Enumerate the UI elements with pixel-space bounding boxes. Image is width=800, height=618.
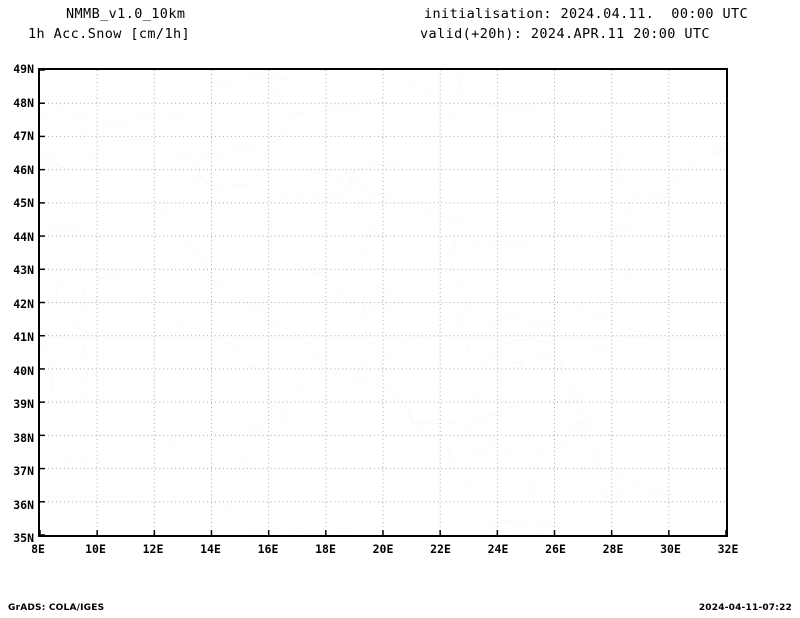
coastline-path bbox=[526, 485, 539, 490]
coastline-path bbox=[457, 316, 468, 353]
coastline-path bbox=[197, 153, 203, 178]
y-axis-tick-label: 46N bbox=[13, 162, 34, 177]
model-title: NMMB_v1.0_10km bbox=[66, 6, 186, 22]
y-axis-tick-label: 36N bbox=[13, 497, 34, 512]
coastline-path bbox=[167, 425, 257, 475]
y-axis-tick-label: 49N bbox=[13, 62, 34, 76]
y-axis-tick-label: 40N bbox=[13, 363, 34, 378]
coastline-path bbox=[46, 327, 89, 403]
coastline-path bbox=[200, 141, 271, 186]
coastline-path bbox=[572, 420, 585, 428]
x-axis-tick-label: 14E bbox=[200, 542, 221, 556]
coastline-path bbox=[342, 171, 372, 282]
coastline-path bbox=[40, 110, 100, 152]
coastline-path bbox=[263, 171, 354, 274]
coastline-map bbox=[40, 70, 726, 535]
coastline-path bbox=[180, 78, 294, 158]
y-axis-tick-label: 37N bbox=[13, 464, 34, 478]
coastline-path bbox=[536, 449, 542, 456]
y-axis-tick-label: 44N bbox=[13, 229, 34, 244]
x-axis-tick-label: 26E bbox=[545, 542, 566, 556]
x-axis-tick-label: 24E bbox=[487, 542, 509, 556]
coastline-path bbox=[466, 95, 659, 208]
coastline-path bbox=[540, 352, 551, 359]
field-title: 1h Acc.Snow [cm/1h] bbox=[28, 26, 191, 42]
map-plot-area bbox=[38, 68, 728, 537]
coastline-path bbox=[709, 150, 726, 163]
coastline-path bbox=[555, 442, 565, 449]
coastline-path bbox=[86, 70, 389, 123]
coastline-path bbox=[579, 467, 589, 474]
valid-time: valid(+20h): 2024.APR.11 20:00 UTC bbox=[420, 26, 710, 42]
x-axis-tick-label: 20E bbox=[372, 542, 394, 556]
header: NMMB_v1.0_10km 1h Acc.Snow [cm/1h] initi… bbox=[0, 0, 800, 56]
y-axis-tick-label: 38N bbox=[13, 430, 34, 445]
y-axis-tick-label: 47N bbox=[13, 129, 34, 143]
coastline-path bbox=[510, 361, 521, 368]
gridlines bbox=[40, 70, 726, 535]
coastline-path bbox=[200, 178, 469, 477]
coastline-path bbox=[100, 276, 110, 279]
coastline-path bbox=[56, 269, 85, 322]
coastline-path bbox=[380, 229, 466, 365]
coastline-path bbox=[354, 171, 634, 246]
render-timestamp: 2024-04-11-07:22 bbox=[698, 603, 792, 613]
y-axis-tick-label: 45N bbox=[13, 196, 34, 210]
coastline-path bbox=[469, 150, 726, 368]
grads-source-label: GrADS: COLA/IGES bbox=[8, 603, 105, 613]
x-axis-tick-label: 30E bbox=[660, 542, 681, 556]
y-axis-tick-label: 39N bbox=[13, 397, 34, 411]
y-axis-tick-label: 43N bbox=[13, 263, 34, 277]
y-axis-tick-label: 41N bbox=[13, 330, 34, 344]
coastline-path bbox=[272, 85, 466, 185]
y-axis-tick-label: 42N bbox=[13, 296, 34, 311]
coastline-path bbox=[380, 364, 386, 371]
coastline-path bbox=[532, 462, 541, 470]
coastline-path bbox=[605, 487, 619, 499]
coastline-path bbox=[484, 520, 563, 534]
x-axis-tick-label: 32E bbox=[717, 542, 739, 556]
coastline-path bbox=[566, 391, 582, 403]
coastline-path bbox=[469, 405, 513, 423]
x-axis-tick-label: 8E bbox=[31, 542, 45, 556]
coastline-path bbox=[40, 459, 130, 535]
x-axis-tick-label: 16E bbox=[257, 542, 279, 556]
coastline-path bbox=[40, 155, 69, 170]
coastline-path bbox=[523, 429, 530, 436]
x-axis-tick-label: 18E bbox=[315, 542, 336, 556]
coastline-path bbox=[40, 140, 340, 437]
coastline-path bbox=[452, 429, 496, 485]
coastline-path bbox=[246, 528, 360, 535]
coastline-path bbox=[467, 395, 478, 402]
y-axis-tick-label: 48N bbox=[13, 95, 34, 110]
initialisation-time: initialisation: 2024.04.11. 00:00 UTC bbox=[424, 6, 749, 22]
coastline-path bbox=[507, 450, 513, 457]
coastline-path bbox=[466, 304, 597, 326]
coastline-path bbox=[364, 286, 400, 308]
x-axis-tick-label: 22E bbox=[430, 542, 451, 556]
y-axis-tick-label: 35N bbox=[13, 531, 34, 545]
coastline-path bbox=[715, 190, 726, 202]
x-axis-tick-label: 10E bbox=[85, 542, 106, 556]
coastline-path bbox=[222, 504, 229, 508]
coastline-path bbox=[389, 70, 466, 103]
coastline-path bbox=[560, 367, 726, 495]
x-axis-tick-label: 12E bbox=[142, 542, 164, 556]
x-axis-tick-label: 28E bbox=[602, 542, 624, 556]
